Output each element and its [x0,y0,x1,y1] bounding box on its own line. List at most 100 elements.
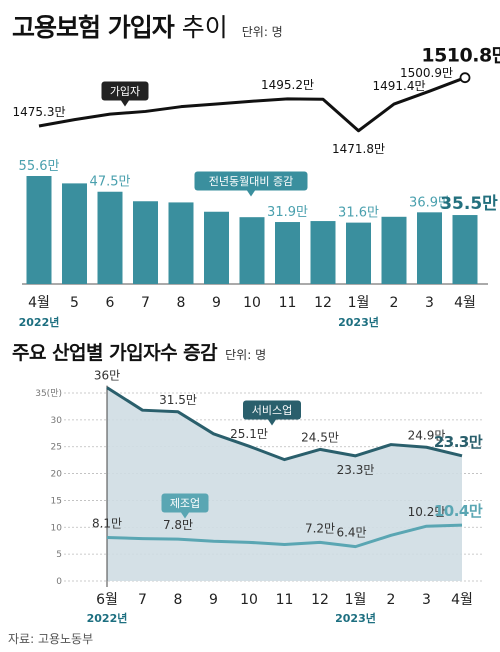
y-tick-15: 15 [51,496,62,506]
bar-label-11: 36.9만 [409,195,450,210]
y-tick-30: 30 [51,416,63,426]
y-tick-10: 10 [51,523,63,533]
bar-4 [168,202,194,284]
bar-8 [310,221,336,284]
bar-5 [204,211,229,284]
subscriber-badge-label: 가입자 [110,85,140,98]
bar-label-9: 31.6만 [338,206,379,221]
subscriber-label-12: 1510.8만 [421,45,500,67]
industry-month-0: 6월 [96,592,118,608]
month-tick-5: 9 [212,295,221,311]
subscriber-label-10: 1491.4만 [372,79,425,93]
yoy-badge-pointer [247,190,255,197]
bar-10 [381,216,407,284]
industry-month-6: 12 [311,592,329,608]
subscriber-endpoint [459,72,471,84]
month-tick-4: 8 [177,295,186,311]
industry-label-0-6: 24.5만 [301,430,339,444]
bar-label-0: 55.6만 [19,159,60,174]
subscriber-label-0: 1475.3만 [12,105,65,119]
y-tick-5: 5 [56,550,62,560]
industry-label-1-0: 8.1만 [92,516,122,530]
industry-label-1-10: 10.4만 [434,502,483,520]
title-bold: 고용보험 가입자 [12,13,175,42]
industry-label-0-0: 36만 [94,369,120,383]
bar-12 [452,215,478,284]
bar-label-7: 31.9만 [267,205,308,220]
industry-label-0-7: 23.3만 [337,463,375,477]
bar-label-2: 47.5만 [90,175,131,190]
source-note: 자료: 고용노동부 [8,632,94,646]
industry-month-2: 8 [174,592,183,608]
subscriber-label-7: 1495.2만 [261,78,314,92]
month-tick-3: 7 [141,295,150,311]
subscriber-label-9: 1471.8만 [332,142,385,156]
y-tick-35: 35(만) [35,388,62,399]
bar-6 [239,217,265,284]
service-area [107,387,462,581]
industry-month-9: 3 [422,592,431,608]
service-badge-box [243,400,301,420]
year-label-2022: 2022년 [19,315,60,329]
industry-month-8: 2 [387,592,396,608]
year-label-2023: 2023년 [338,315,379,329]
industry-label-0-10: 23.3만 [434,433,483,451]
industry-label-0-9: 24.9만 [408,428,446,442]
subscriber-badge-box [101,81,149,101]
subscriber-label-11: 1500.9만 [400,66,453,80]
industry-label-1-2: 7.8만 [163,518,193,532]
month-tick-10: 2 [390,295,399,311]
title-light: 추이 [181,13,228,42]
bar-0 [26,176,52,284]
industry-month-7: 1월 [345,592,367,608]
industry-month-5: 11 [276,592,294,608]
bar-label-12: 35.5만 [440,194,498,214]
bar-7 [275,222,300,284]
industry-label-0-2: 31.5만 [159,393,197,407]
industry-label-0-4: 25.1만 [230,427,268,441]
bar-1 [62,183,87,284]
service-line [106,386,463,462]
month-tick-8: 12 [314,295,332,311]
section2-heading: 주요 산업별 가입자수 증감 [12,342,218,364]
unit-label: 단위: 명 [241,25,283,39]
month-tick-7: 11 [279,295,297,311]
manufacturing-line [106,523,463,549]
industry-month-10: 4월 [451,592,473,608]
manufacturing-badge-pointer [181,512,189,519]
yoy-badge-box [194,171,308,191]
section2-title: 주요 산업별 가입자수 증감 단위: 명 [12,338,266,365]
y-tick-0: 0 [56,577,62,587]
industry-year-2023: 2023년 [335,611,376,625]
manufacturing-badge-label: 제조업 [170,497,200,510]
subscriber-line [38,76,466,133]
manufacturing-badge-box [161,493,209,513]
industry-label-1-6: 7.2만 [305,521,335,535]
industry-month-4: 10 [240,592,258,608]
bar-11 [417,212,442,284]
yoy-badge-label: 전년동월대비 증감 [209,175,293,188]
industry-year-2022: 2022년 [87,611,128,625]
page-title: 고용보험 가입자 추이 단위: 명 [12,8,283,44]
industry-label-1-9: 10.2만 [408,505,446,519]
month-tick-2: 6 [106,295,115,311]
industry-month-3: 9 [209,592,218,608]
month-tick-11: 3 [425,295,434,311]
month-tick-12: 4월 [454,295,476,311]
service-badge-pointer [268,419,276,426]
section2-unit: 단위: 명 [225,348,267,362]
bar-9 [346,222,371,284]
month-tick-0: 4월 [28,295,50,311]
month-tick-1: 5 [70,295,79,311]
y-tick-20: 20 [51,470,63,480]
month-tick-6: 10 [243,295,261,311]
subscriber-badge-pointer [121,100,129,107]
service-badge-label: 서비스업 [252,404,292,417]
bar-2 [97,191,123,284]
industry-month-1: 7 [138,592,147,608]
y-tick-25: 25 [51,443,62,453]
industry-label-1-7: 6.4만 [336,526,366,540]
bar-3 [133,201,158,284]
month-tick-9: 1월 [348,295,370,311]
